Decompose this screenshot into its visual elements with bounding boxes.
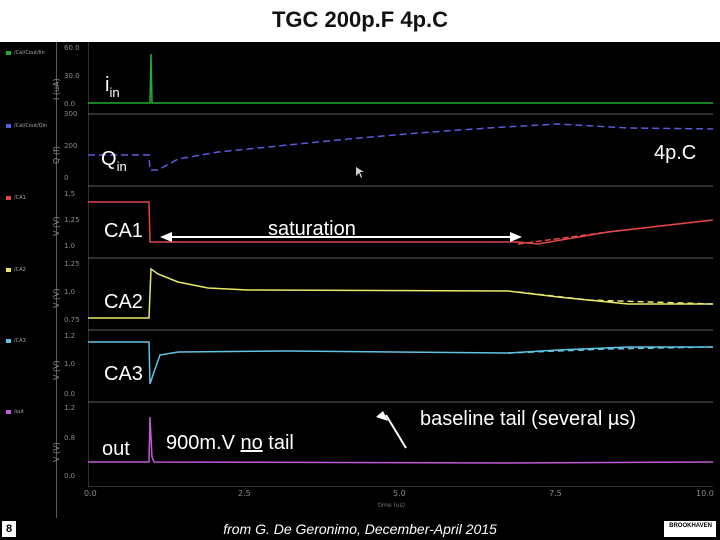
- credit-line: from G. De Geronimo, December-April 2015: [223, 521, 497, 537]
- trace-ca2-dash: [517, 291, 713, 305]
- y-tick: 1.2: [64, 404, 76, 412]
- no-tail-suffix: tail: [262, 432, 294, 454]
- no-tail-prefix: 900m.V: [166, 432, 241, 454]
- trace-ca2: [88, 267, 713, 319]
- slide-footer: 8 from G. De Geronimo, December-April 20…: [0, 518, 720, 540]
- legend-swatch: [6, 339, 11, 343]
- legend-item-ca1[interactable]: /CA1: [6, 195, 26, 201]
- waveform-plot[interactable]: [88, 42, 713, 487]
- y-tick: 1.0: [64, 360, 76, 368]
- legend-item-ca3[interactable]: /CA3: [6, 338, 26, 344]
- legend-item-iin[interactable]: /Cal/Cout/Iin: [6, 50, 45, 56]
- x-tick: 7.5: [549, 489, 562, 498]
- legend-swatch: [6, 268, 11, 272]
- trace-ca3-dash: [507, 346, 713, 354]
- y-tick: 200: [64, 142, 78, 150]
- legend-item-qin[interactable]: /Cal/Cout/Qin: [6, 123, 47, 129]
- y-axis-unit: I (uA): [52, 78, 61, 100]
- y-tick: 0.0: [64, 390, 76, 398]
- legend-label: /Cal/Cout/Iin: [14, 50, 45, 56]
- label-charge-4pc: 4p.C: [654, 142, 697, 164]
- x-tick: 10.0: [696, 489, 714, 498]
- y-axis-unit: Q (f): [52, 146, 61, 164]
- legend-label: /out: [14, 409, 24, 415]
- page-number: 8: [2, 521, 16, 537]
- legend-label: /CA1: [14, 195, 26, 201]
- legend-item-out[interactable]: /out: [6, 409, 24, 415]
- y-tick: 0.0: [64, 472, 76, 480]
- y-tick: 1.0: [64, 242, 76, 250]
- y-axis-ca3: V (V) 1.2 1.0 0.0: [50, 330, 86, 402]
- y-axis-unit: V (V): [52, 442, 61, 462]
- legend-label: /CA2: [14, 267, 26, 273]
- label-saturation: saturation: [268, 218, 356, 240]
- y-axis-unit: V (V): [52, 288, 61, 308]
- legend-label: /CA3: [14, 338, 26, 344]
- x-axis-unit: time (us): [378, 502, 406, 509]
- label-sub: in: [116, 159, 127, 174]
- label-ca1: CA1: [104, 220, 143, 242]
- y-axis-ca1: V (V) 1.5 1.25 1.0: [50, 186, 86, 258]
- label-ca3: CA3: [104, 363, 143, 385]
- label-main: Q: [101, 148, 117, 170]
- y-axis-unit: V (V): [52, 360, 61, 380]
- x-tick: 0.0: [84, 489, 97, 498]
- waveform-viewer: /Cal/Cout/Iin /Cal/Cout/Qin /CA1 /CA2 /C…: [0, 42, 720, 520]
- legend-item-ca2[interactable]: /CA2: [6, 267, 26, 273]
- legend-swatch: [6, 196, 11, 200]
- legend-swatch: [6, 410, 11, 414]
- y-axis-out: V (V) 1.2 0.8 0.0: [50, 402, 86, 487]
- slide-title: TGC 200p.F 4p.C: [271, 7, 449, 32]
- cursor-icon: [356, 167, 364, 178]
- logo-text: BROOKHAVEN: [669, 523, 712, 529]
- y-tick: 0.75: [64, 316, 80, 324]
- trace-out: [88, 416, 713, 464]
- x-tick: 5.0: [393, 489, 406, 498]
- y-tick: 0: [64, 174, 69, 182]
- saturation-arrow: [160, 232, 522, 242]
- trace-iin: [88, 53, 713, 104]
- label-baseline-tail: baseline tail (several µs): [420, 408, 637, 430]
- baseline-arrow: [376, 411, 407, 449]
- label-iin: iin: [105, 74, 120, 100]
- signal-legend: /Cal/Cout/Iin /Cal/Cout/Qin /CA1 /CA2 /C…: [0, 42, 57, 520]
- y-axis-ca2: V (V) 1.25 1.0 0.75: [50, 258, 86, 330]
- y-tick: 1.0: [64, 288, 76, 296]
- y-axis-unit: V (V): [52, 216, 61, 236]
- legend-swatch: [6, 124, 11, 128]
- trace-qin: [88, 123, 713, 171]
- y-axis-iin: I (uA) 60.0 30.0 0.0: [50, 42, 86, 114]
- trace-ca3: [88, 341, 713, 385]
- y-tick: 30.0: [64, 72, 80, 80]
- y-axis-qin: Q (f) 300 200 0: [50, 110, 86, 186]
- y-tick: 0.0: [64, 100, 76, 108]
- y-tick: 1.5: [64, 190, 76, 198]
- no-tail-underlined: no: [240, 432, 263, 454]
- y-tick: 1.2: [64, 332, 76, 340]
- label-main: i: [105, 74, 110, 96]
- y-tick: 300: [64, 110, 78, 118]
- y-tick: 0.8: [64, 434, 76, 442]
- label-sub: in: [109, 85, 120, 100]
- legend-label: /Cal/Cout/Qin: [14, 123, 48, 129]
- trace-ca1-dash: [517, 219, 713, 245]
- legend-swatch: [6, 51, 11, 55]
- label-no-tail: 900m.V no tail: [166, 432, 294, 455]
- y-tick: 60.0: [64, 44, 80, 52]
- y-tick: 1.25: [64, 260, 80, 268]
- label-qin: Qin: [101, 148, 127, 174]
- strip-dividers: [88, 42, 713, 487]
- label-out: out: [102, 438, 130, 460]
- brookhaven-logo: [664, 521, 716, 537]
- y-tick: 1.25: [64, 216, 80, 224]
- label-ca2: CA2: [104, 291, 143, 313]
- x-tick: 2.5: [238, 489, 251, 498]
